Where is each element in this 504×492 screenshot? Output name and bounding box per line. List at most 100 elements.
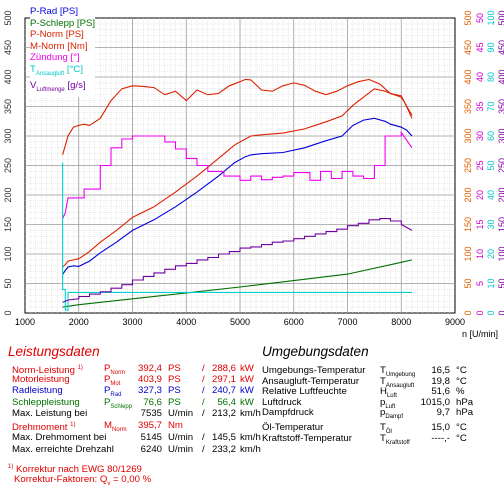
y-tick-label-right: 60 <box>486 131 496 141</box>
cell: U/min <box>168 431 194 443</box>
cell: PS <box>168 396 181 408</box>
cell: kW <box>240 385 254 397</box>
cell: 16,5 <box>431 365 450 376</box>
cell: Norm-Leistung 1) <box>12 365 83 377</box>
cell: 1) Korrektur nach EWG 80/1269 <box>8 464 142 476</box>
legend-item: Zündung [°] <box>30 52 80 64</box>
cell: Öl-Temperatur <box>262 422 324 433</box>
data-row: Relative Luftfeuchte HLuft 51,6% <box>0 386 504 399</box>
cell: 5145 <box>140 431 162 443</box>
symbol: pLuft <box>380 396 396 410</box>
y-tick-label-left: 100 <box>3 246 13 261</box>
cell: Motorleistung <box>12 374 70 386</box>
cell: 327,3 <box>137 385 162 397</box>
y-tick-label-left: 200 <box>3 187 13 202</box>
cell: Luftdruck <box>262 396 302 408</box>
y-tick-label-right: 0 <box>497 310 504 315</box>
data-row: Max. Leistung bei 7535 U/min / 213,2 km/h <box>0 408 504 419</box>
cell: U/min <box>168 444 194 455</box>
cell: / <box>202 444 205 455</box>
data-row: Öl-Temperatur TÖl 15,0 °C <box>0 422 504 435</box>
y-tick-label-right: 0 <box>486 310 496 315</box>
cell: Schleppleistung <box>12 396 80 408</box>
y-tick-label-right: 20 <box>486 249 496 259</box>
x-tick-label: 8000 <box>391 317 411 327</box>
data-row: Norm-Leistung 1) PNorm 392,4 PS / 288,6 kW <box>0 363 504 377</box>
legend-item: P-Rad [PS] <box>30 6 78 17</box>
leistung-title: Leistungsdaten <box>8 344 100 359</box>
y-tick-label-right: 100 <box>486 10 496 25</box>
y-tick-label-right: 25 <box>475 160 485 170</box>
cell: km/h <box>240 431 261 443</box>
cell: km/h <box>240 407 261 419</box>
cell: Korrektur-Faktoren: Qv = 0,00 % <box>14 473 152 487</box>
symbol: HLuft <box>380 386 397 400</box>
y-tick-label-right: 200 <box>497 187 504 202</box>
y-tick-label-right: 500 <box>497 10 504 25</box>
cell: 6240 <box>140 444 162 455</box>
y-tick-label-right: 500 <box>463 10 473 25</box>
y-tick-label-right: 20 <box>475 190 485 200</box>
y-tick-label-right: 150 <box>463 217 473 232</box>
y-tick-label-right: 300 <box>497 128 504 143</box>
series-line-0 <box>62 117 413 275</box>
cell: 145,5 <box>211 431 236 443</box>
y-tick-label-right: 15 <box>475 219 485 229</box>
data-row: Drehmoment 1) MNorm 395,7 Nm <box>0 420 504 434</box>
y-tick-label-right: 350 <box>463 99 473 114</box>
data-row: Schleppleistung PSchlepp 76,6 PS / 56,4 kW <box>0 396 504 410</box>
cell: 297,1 <box>211 374 236 386</box>
data-row: Max. erreichte Drehzahl 6240 U/min / 233,2 km… <box>0 444 504 455</box>
data-row: Luftdruck pLuft 1015,0 hPa <box>0 396 504 410</box>
y-tick-label-right: 30 <box>475 131 485 141</box>
series-line-6 <box>62 218 413 303</box>
cell: Umgebungs-Temperatur <box>262 365 366 376</box>
y-tick-label-left: 450 <box>3 40 13 55</box>
x-tick-label: 9000 <box>445 317 465 327</box>
symbol: PSchlepp <box>104 396 133 410</box>
legend-item: P-Norm [PS] <box>30 29 84 41</box>
y-tick-label-right: 100 <box>497 246 504 261</box>
cell: 288,6 <box>211 363 236 374</box>
cell: 76,6 <box>143 396 162 408</box>
chart-legend: P-Rad [PS] P-Schlepp [PS] P-Norm [PS] M-Nor… <box>30 6 96 97</box>
legend-item: M-Norm [Nm] <box>30 40 88 52</box>
y-tick-label-left: 0 <box>3 310 13 315</box>
y-tick-label-right: 35 <box>475 101 485 111</box>
cell: kW <box>240 363 254 374</box>
y-tick-label-right: 5 <box>475 281 485 286</box>
y-tick-label-right: 50 <box>497 278 504 288</box>
y-tick-label-right: 250 <box>463 158 473 173</box>
data-row: Dampfdruck pDampf 9,7 hPa <box>0 407 504 420</box>
series-line-3 <box>62 78 413 156</box>
x-tick-label: 4000 <box>176 317 196 327</box>
y-tick-label-right: 30 <box>486 219 496 229</box>
cell: PS <box>168 363 181 374</box>
symbol: pDampf <box>380 407 404 421</box>
cell: Relative Luftfeuchte <box>262 386 347 398</box>
y-tick-label-left: 400 <box>3 69 13 84</box>
y-tick-label-right: 40 <box>486 190 496 200</box>
y-tick-label-right: 10 <box>475 249 485 259</box>
y-tick-label-right: 450 <box>463 40 473 55</box>
x-axis-label: n [U/min] <box>462 329 498 339</box>
cell: hPa <box>456 396 474 408</box>
cell: 213,2 <box>211 407 236 419</box>
x-tick-label: 7000 <box>337 317 357 327</box>
data-row: Max. Drehmoment bei 5145 U/min / 145,5 km/h <box>0 432 504 443</box>
legend-item: P-Schlepp [PS] <box>30 17 96 29</box>
y-tick-label-right: 90 <box>486 42 496 52</box>
cell: 233,2 <box>211 444 236 455</box>
cell: 392,4 <box>137 363 162 374</box>
cell: PS <box>168 374 181 386</box>
cell: PS <box>168 385 181 397</box>
cell: hPa <box>456 407 474 419</box>
cell: kW <box>240 374 254 386</box>
cell: Radleistung <box>12 385 63 397</box>
cell: Drehmoment 1) <box>12 422 76 434</box>
y-tick-label-right: 100 <box>463 246 473 261</box>
y-tick-label-right: 250 <box>497 158 504 173</box>
symbol: TKraftstoff <box>380 432 410 446</box>
x-tick-label: 3000 <box>122 317 142 327</box>
